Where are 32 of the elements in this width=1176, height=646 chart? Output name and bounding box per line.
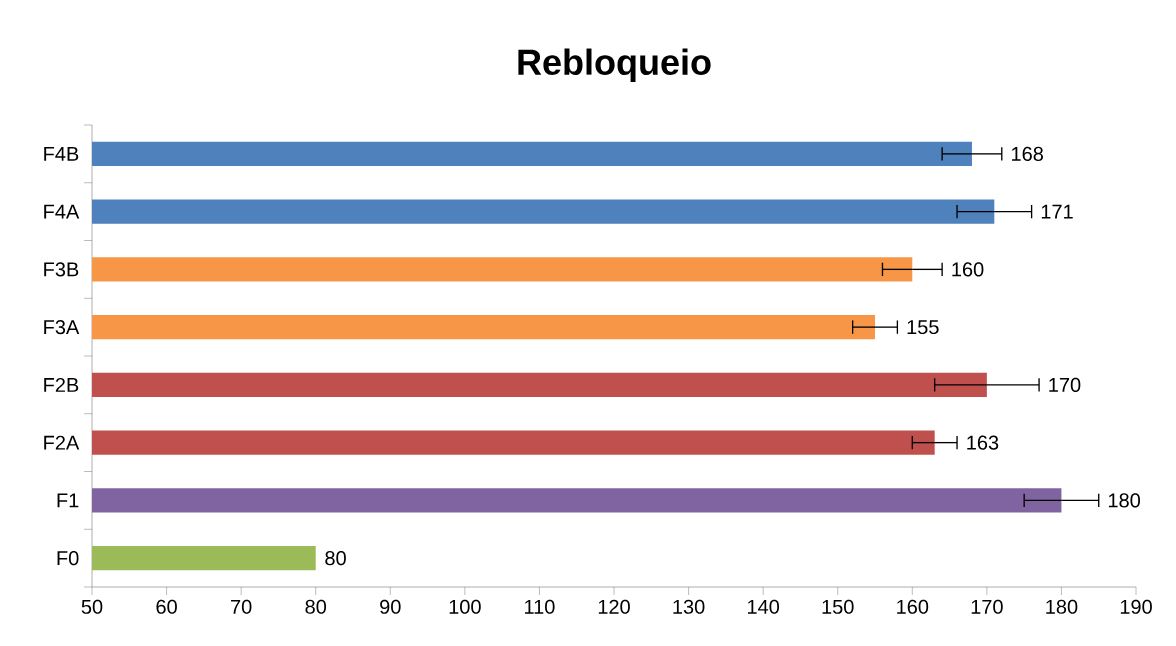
y-tick-label: F2B (44, 377, 79, 392)
data-label: 160 (952, 262, 984, 277)
y-tick-label: F1 (57, 493, 79, 508)
x-tick-label: 150 (822, 599, 854, 614)
y-tick-label: F0 (57, 551, 79, 566)
data-label: 155 (907, 320, 939, 335)
x-tick-label: 60 (156, 599, 177, 614)
x-tick-label: 50 (81, 599, 103, 614)
x-tick-label: 70 (231, 599, 252, 614)
x-tick-label: 130 (673, 599, 705, 614)
x-tick-label: 90 (380, 599, 401, 614)
data-label: 168 (1012, 146, 1043, 161)
x-tick-label: 190 (1120, 599, 1152, 614)
x-tick-label: 110 (525, 599, 555, 614)
data-label: 171 (1041, 204, 1073, 219)
y-tick-label: F2A (44, 435, 80, 450)
x-tick-label: 170 (971, 599, 1003, 614)
x-tick-label: 180 (1046, 599, 1078, 614)
data-label: 170 (1049, 377, 1081, 392)
x-tick-label: 160 (897, 599, 929, 614)
x-tick-label: 80 (305, 599, 327, 614)
y-tick-label: F4B (44, 147, 79, 161)
chart-title: Rebloqueio (518, 48, 711, 83)
data-label: 180 (1108, 493, 1141, 508)
data-label: 80 (325, 551, 346, 566)
x-tick-label: 100 (449, 599, 481, 614)
x-tick-label: 140 (748, 599, 780, 614)
y-tick-label: F3A (44, 320, 80, 335)
x-tick-label: 120 (598, 599, 630, 614)
y-tick-label: F3B (44, 262, 79, 277)
data-label: 163 (967, 435, 999, 450)
y-tick-label: F4A (44, 204, 80, 219)
